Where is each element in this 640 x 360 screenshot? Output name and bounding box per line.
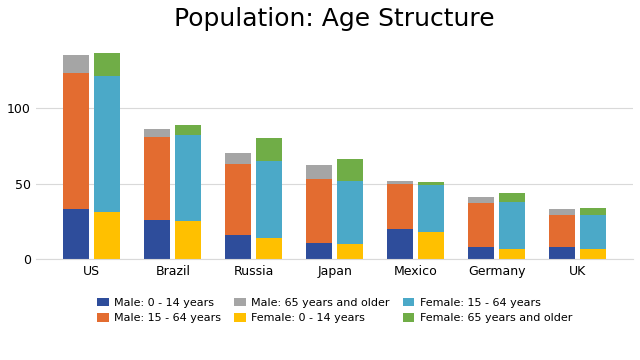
Bar [307, 243, 332, 259]
Bar [468, 203, 494, 247]
Bar [256, 238, 282, 259]
Bar [580, 208, 606, 215]
Bar [499, 249, 525, 259]
Bar [549, 247, 575, 259]
Bar [307, 165, 332, 179]
Bar [145, 129, 170, 137]
Bar [225, 235, 252, 259]
Bar [387, 229, 413, 259]
Legend: Male: 0 - 14 years, Male: 15 - 64 years, Male: 65 years and older, Female: 0 - 1: Male: 0 - 14 years, Male: 15 - 64 years,… [97, 298, 572, 323]
Bar [175, 221, 201, 259]
Bar [63, 73, 90, 209]
Title: Population: Age Structure: Population: Age Structure [175, 7, 495, 31]
Bar [94, 76, 120, 212]
Bar [337, 180, 363, 244]
Bar [387, 180, 413, 184]
Bar [256, 161, 282, 238]
Bar [337, 244, 363, 259]
Bar [418, 185, 444, 232]
Bar [94, 53, 120, 76]
Bar [418, 182, 444, 185]
Bar [580, 249, 606, 259]
Bar [145, 137, 170, 220]
Bar [225, 153, 252, 164]
Bar [145, 220, 170, 259]
Bar [499, 193, 525, 202]
Bar [307, 179, 332, 243]
Bar [468, 247, 494, 259]
Bar [225, 164, 252, 235]
Bar [94, 212, 120, 259]
Bar [175, 135, 201, 221]
Bar [418, 232, 444, 259]
Bar [387, 184, 413, 229]
Bar [549, 209, 575, 215]
Bar [580, 215, 606, 249]
Bar [499, 202, 525, 249]
Bar [175, 125, 201, 135]
Bar [468, 197, 494, 203]
Bar [337, 159, 363, 180]
Bar [256, 138, 282, 161]
Bar [63, 55, 90, 73]
Bar [549, 215, 575, 247]
Bar [63, 209, 90, 259]
